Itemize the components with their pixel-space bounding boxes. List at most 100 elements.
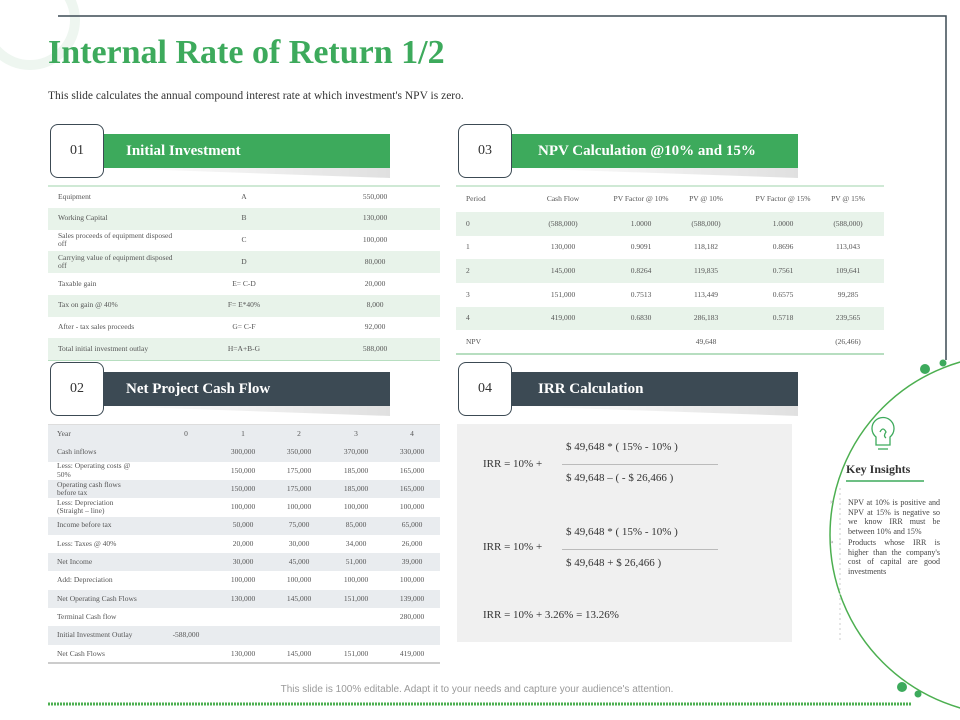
- cell: Tax on gain @ 40%: [58, 300, 118, 310]
- bullets: » NPV at 10% is positive and NPV at 15% i…: [830, 498, 940, 578]
- bullet-text: NPV at 10% is positive and NPV at 15% is…: [848, 498, 940, 536]
- cell: 113,043: [835, 242, 861, 252]
- cell: 370,000: [343, 447, 369, 457]
- cell: 3: [466, 289, 470, 299]
- cell: 550,000: [362, 191, 388, 201]
- cell: 0.8696: [772, 242, 794, 252]
- cell: 92,000: [364, 322, 386, 332]
- cell: 49,648: [695, 336, 717, 346]
- cell: 175,000: [286, 465, 312, 475]
- cell: 0.6830: [630, 313, 652, 323]
- cell: Net Operating Cash Flows: [57, 593, 137, 603]
- cell: 3: [354, 428, 358, 438]
- row-bg: [456, 259, 884, 283]
- cell: Working Capital: [58, 213, 108, 223]
- cell: 30,000: [288, 538, 310, 548]
- formula-result: IRR = 10% + 3.26% = 13.26%: [483, 609, 619, 621]
- cell: Taxable gain: [58, 278, 97, 288]
- section-number: 01: [50, 124, 104, 178]
- cell: Add: Depreciation: [57, 575, 113, 585]
- cell: 109,641: [835, 265, 861, 275]
- cell: 151,000: [343, 593, 369, 603]
- cell: 20,000: [232, 538, 254, 548]
- bar-shadow: [512, 406, 798, 416]
- cell: 2: [466, 265, 470, 275]
- cell: Less: Depreciation (Straight – line): [57, 497, 114, 516]
- cell: 419,000: [399, 648, 425, 658]
- row-bg: [48, 553, 440, 572]
- section-bar: NPV Calculation @10% and 15%: [512, 134, 798, 168]
- fraction-line: [562, 464, 718, 465]
- insights-panel: Key Insights » NPV at 10% is positive and…: [818, 400, 960, 700]
- cell: 26,000: [401, 538, 423, 548]
- cell: 0.7561: [772, 265, 794, 275]
- cell: 0.7513: [630, 289, 652, 299]
- header-cell: PV @ 10%: [689, 193, 723, 203]
- cell: Net Cash Flows: [57, 648, 105, 658]
- row-bg: [48, 479, 440, 499]
- cell: 30,000: [232, 557, 254, 567]
- cell: 0.6575: [772, 289, 794, 299]
- cell: 419,000: [550, 313, 576, 323]
- cell: 119,835: [693, 265, 719, 275]
- cell: 588,000: [362, 343, 388, 353]
- section-number: 03: [458, 124, 512, 178]
- footer: This slide is 100% editable. Adapt it to…: [280, 684, 674, 695]
- cell: 34,000: [345, 538, 367, 548]
- insights-title: Key Insights: [846, 462, 911, 476]
- section-bar: Initial Investment: [104, 134, 390, 168]
- cell: 139,000: [399, 593, 425, 603]
- formula-numerator: $ 49,648 * ( 15% - 10% ): [566, 526, 678, 538]
- cell: 145,000: [550, 265, 576, 275]
- cell: Less: Operating costs @ 50%: [57, 461, 131, 479]
- cell: 4: [410, 428, 414, 438]
- cell: E= C-D: [232, 278, 256, 288]
- cell: Initial Investment Outlay: [57, 630, 133, 640]
- row-bg: [48, 626, 440, 645]
- cell: F= E*40%: [227, 300, 261, 310]
- bullet-mark: »: [830, 538, 834, 546]
- cell: 85,000: [345, 520, 367, 530]
- cell: (588,000): [691, 218, 721, 228]
- cell: 45,000: [288, 557, 310, 567]
- bar-shadow: [104, 168, 390, 178]
- row-bg: [48, 516, 440, 535]
- fraction-line: [562, 549, 718, 550]
- cell: H=A+B-G: [227, 343, 261, 353]
- cell: 0.8264: [630, 265, 652, 275]
- title: Internal Rate of Return 1/2: [48, 34, 445, 71]
- section-bar: IRR Calculation: [512, 372, 798, 406]
- cell: 100,000: [286, 502, 312, 512]
- cell: Net Income: [57, 557, 93, 567]
- cell: 300,000: [230, 447, 256, 457]
- bullet: » Products whose IRR is higher than the c…: [830, 538, 940, 576]
- cell: 100,000: [343, 575, 369, 585]
- row-bg: [48, 338, 440, 360]
- cell: -588,000: [172, 630, 200, 640]
- cell: C: [241, 235, 247, 245]
- header-cell: Cash Flow: [546, 193, 580, 203]
- formula-denominator: $ 49,648 + $ 26,466 ): [566, 557, 662, 569]
- cell: 239,565: [835, 313, 861, 323]
- row-bg: [456, 212, 884, 236]
- cell: 39,000: [401, 557, 423, 567]
- subtitle: This slide calculates the annual compoun…: [48, 90, 464, 102]
- cell: 2: [297, 428, 301, 438]
- cell: G= C-F: [232, 322, 256, 332]
- cell: 0.5718: [772, 313, 794, 323]
- cell: 151,000: [343, 648, 369, 658]
- header-cell: PV Factor @ 10%: [613, 193, 669, 203]
- cell: Cash inflows: [57, 447, 97, 457]
- cell: 100,000: [399, 502, 425, 512]
- cell: 1.0000: [772, 218, 794, 228]
- cell: 100,000: [230, 502, 256, 512]
- formula-lhs: IRR = 10% +: [483, 458, 543, 470]
- section-number: 02: [50, 362, 104, 416]
- cell: Carrying value of equipment disposed off: [58, 252, 173, 271]
- cell: 99,285: [837, 289, 859, 299]
- section-bar: Net Project Cash Flow: [104, 372, 390, 406]
- cell: 75,000: [288, 520, 310, 530]
- cell: D: [241, 256, 247, 266]
- cell: A: [241, 191, 247, 201]
